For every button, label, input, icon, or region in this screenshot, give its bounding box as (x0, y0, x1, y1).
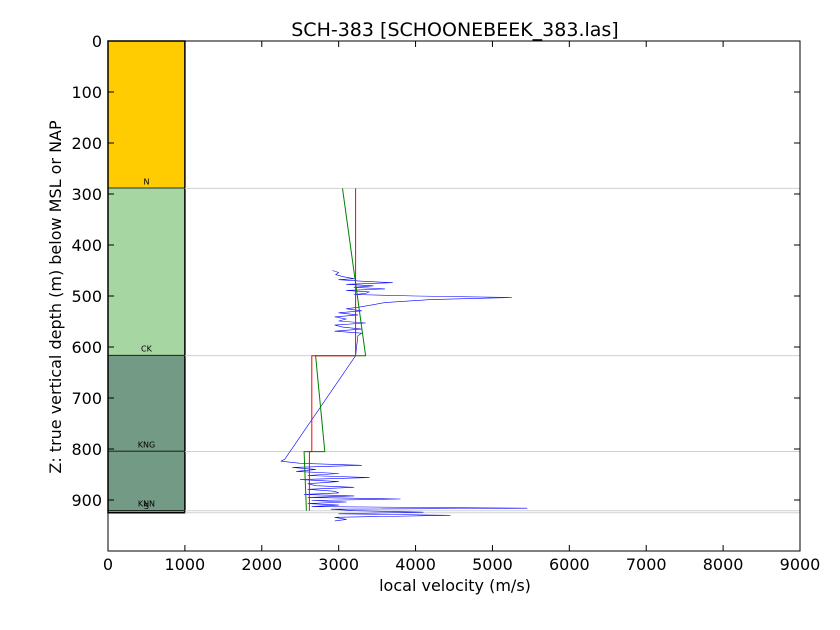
strat-label: N (143, 177, 149, 186)
y-tick-label: 800 (71, 440, 102, 459)
strat-unit-n (108, 41, 185, 189)
x-tick-label: 8000 (703, 555, 744, 574)
y-axis-label: Z: true vertical depth (m) below MSL or … (46, 120, 65, 474)
strat-label: CK (141, 345, 153, 354)
y-tick-label: 0 (92, 32, 102, 51)
x-tick-label: 7000 (626, 555, 667, 574)
x-axis-label: local velocity (m/s) (379, 576, 531, 595)
y-tick-label: 900 (71, 491, 102, 510)
x-tick-label: 6000 (549, 555, 590, 574)
strat-unit-s (108, 510, 185, 513)
x-tick-label: 4000 (395, 555, 436, 574)
y-tick-label: 600 (71, 338, 102, 357)
chart-title: SCH-383 [SCHOONEBEEK_383.las] (291, 19, 618, 41)
strat-label: KNN (138, 500, 155, 509)
y-tick-label: 100 (71, 83, 102, 102)
strat-unit-kng (108, 355, 185, 452)
x-tick-label: 5000 (472, 555, 513, 574)
strat-label: KNG (138, 441, 155, 450)
plot-frame (107, 40, 801, 552)
trend-velocity-line (303, 188, 367, 511)
x-tick-label: 0 (103, 555, 113, 574)
x-tick-label: 3000 (318, 555, 359, 574)
x-tick-label: 9000 (780, 555, 821, 574)
y-tick-label: 500 (71, 287, 102, 306)
y-tick-label: 700 (71, 389, 102, 408)
y-tick-label: 400 (71, 236, 102, 255)
x-tick-label: 1000 (165, 555, 206, 574)
y-tick-label: 200 (71, 134, 102, 153)
interval-velocity-line (308, 188, 357, 511)
x-tick-label: 2000 (241, 555, 282, 574)
strat-unit-ck (108, 188, 185, 356)
y-tick-label: 300 (71, 185, 102, 204)
strat-unit-knn (108, 451, 185, 511)
strat-label: S (144, 502, 149, 511)
velocity-log-line (280, 270, 528, 522)
